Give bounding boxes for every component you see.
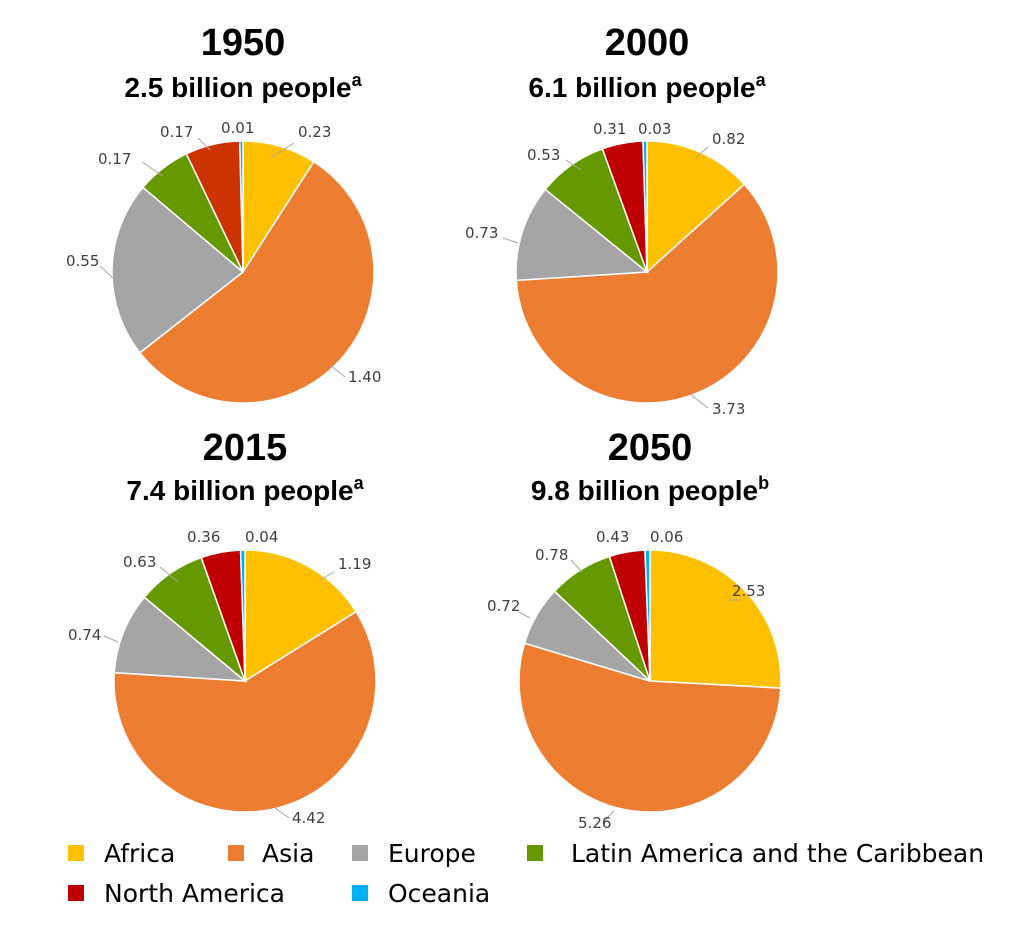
pie-slice-africa <box>646 140 746 274</box>
label-leader-line <box>319 571 335 581</box>
subtitle-footnote-mark: a <box>756 70 767 90</box>
chart-title: 2000 <box>605 22 690 64</box>
data-label: 0.36 <box>187 528 220 546</box>
label-leader-line <box>689 393 709 409</box>
chart-title: 2050 <box>608 427 693 469</box>
pie-chart-2050: 2050 9.8 billion peopleb 2.53 5.26 0.72 0.78 0… <box>487 427 782 832</box>
chart-subtitle: 6.1 billion peoplea <box>528 70 766 103</box>
legend: Africa Asia Europe Latin America and the Ca… <box>68 839 984 908</box>
legend-swatch-asia <box>228 845 244 861</box>
pie-chart-2015: 2015 7.4 billion peoplea 1.19 4.42 0.74 0.63 0… <box>68 427 377 827</box>
pie-slice-europe <box>113 596 248 682</box>
legend-swatch-latin-america-and-the-caribbean <box>527 845 543 861</box>
label-leader-line <box>159 566 179 583</box>
label-leader-line <box>518 611 531 619</box>
legend-label-europe: Europe <box>388 839 476 868</box>
data-label: 0.17 <box>160 123 193 141</box>
label-leader-line <box>99 265 114 279</box>
chart-title: 2015 <box>203 427 288 469</box>
pie-chart-2000: 2000 6.1 billion peoplea 0.82 3.73 0.73 0.53 0… <box>465 22 779 418</box>
pie-slice-oceania <box>239 549 246 682</box>
label-leader-line <box>329 364 346 378</box>
pie-slice-europe <box>515 188 649 282</box>
pie-slice-oceania <box>238 140 244 273</box>
data-label: 0.17 <box>98 150 131 168</box>
data-label: 0.72 <box>487 597 520 615</box>
legend-swatch-north-america <box>68 885 84 901</box>
data-label: 0.55 <box>66 252 99 270</box>
data-label: 0.63 <box>123 553 156 571</box>
label-leader-line <box>197 137 211 151</box>
pie-slice-africa <box>244 549 358 683</box>
pie-slice-oceania <box>644 549 651 682</box>
chart-subtitle: 2.5 billion peoplea <box>124 70 362 103</box>
label-leader-line <box>570 559 583 573</box>
data-label: 0.53 <box>527 146 560 164</box>
data-label: 0.03 <box>638 120 671 138</box>
legend-swatch-oceania <box>352 885 368 901</box>
data-label: 0.73 <box>465 224 498 242</box>
pie-slice-oceania <box>642 140 648 273</box>
label-leader-line <box>141 161 164 177</box>
data-label: 0.31 <box>593 120 626 138</box>
chart-subtitle: 9.8 billion peopleb <box>531 473 769 506</box>
data-label: 1.40 <box>348 368 381 386</box>
data-label: 0.74 <box>68 626 101 644</box>
label-leader-line <box>565 159 582 171</box>
legend-label-asia: Asia <box>262 839 314 868</box>
subtitle-footnote-mark: a <box>352 70 363 90</box>
pie-slice-asia <box>138 160 375 404</box>
label-leader-line <box>694 146 709 159</box>
data-label: 0.78 <box>535 546 568 564</box>
chart-title: 1950 <box>201 22 286 64</box>
data-label: 0.04 <box>245 528 278 546</box>
data-label: 5.26 <box>578 814 611 832</box>
data-label: 0.01 <box>221 119 254 137</box>
legend-swatch-europe <box>352 845 368 861</box>
label-leader-line <box>602 810 615 823</box>
data-label: 3.73 <box>712 400 745 418</box>
pie-chart-1950: 1950 2.5 billion peoplea 0.23 1.40 0.55 0.17 0… <box>66 22 381 404</box>
label-leader-line <box>271 142 295 158</box>
data-label: 4.42 <box>292 809 325 827</box>
pie-slice-africa <box>649 549 782 689</box>
legend-label-latin-america-and-the-caribbean: Latin America and the Caribbean <box>571 839 984 868</box>
data-label: 0.43 <box>596 528 629 546</box>
label-leader-line <box>103 635 119 643</box>
pie-slice-asia <box>518 642 782 813</box>
data-label: 0.23 <box>298 123 331 141</box>
chart-subtitle: 7.4 billion peoplea <box>126 473 364 506</box>
pie-slice-asia <box>113 610 377 813</box>
legend-swatch-africa <box>68 845 84 861</box>
data-label: 2.53 <box>732 582 765 600</box>
subtitle-footnote-mark: b <box>758 473 769 493</box>
legend-label-oceania: Oceania <box>388 879 490 908</box>
charts-group: 1950 2.5 billion peoplea 0.23 1.40 0.55 0.17 0… <box>66 22 782 832</box>
data-label: 1.19 <box>338 555 371 573</box>
subtitle-footnote-mark: a <box>354 473 365 493</box>
data-label: 0.82 <box>712 130 745 148</box>
pie-slice-europe <box>111 186 245 354</box>
data-label: 0.06 <box>650 528 683 546</box>
label-leader-line <box>502 237 519 244</box>
pie-slice-asia <box>515 183 779 404</box>
label-leader-line <box>274 807 290 819</box>
legend-label-north-america: North America <box>104 879 285 908</box>
legend-label-africa: Africa <box>104 839 175 868</box>
